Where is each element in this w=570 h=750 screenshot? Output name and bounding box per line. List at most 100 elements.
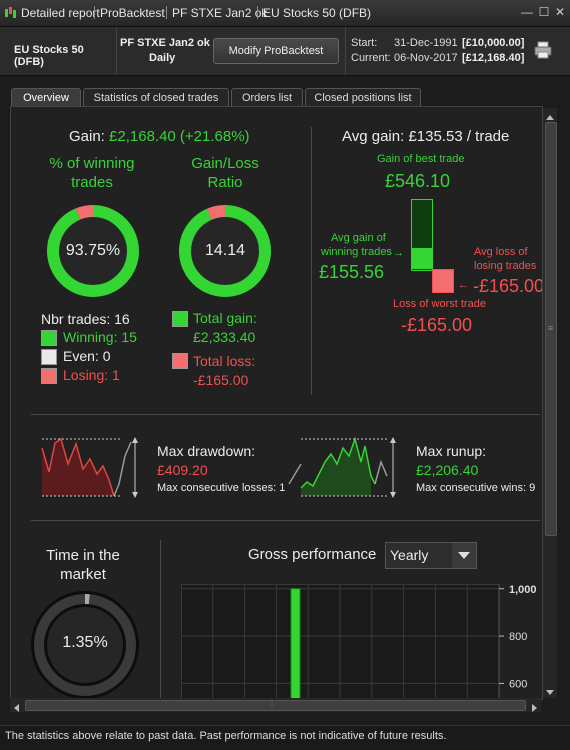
even-count: Even: 0 <box>63 348 111 364</box>
runup-line <box>300 436 376 489</box>
tab-closed-positions-list[interactable]: Closed positions list <box>305 88 421 107</box>
avg-gain-bar <box>411 248 432 269</box>
y-tick-label: 1,000 <box>509 584 537 596</box>
winning-trades-title: % of winning trades <box>37 154 147 192</box>
y-tick-label: 800 <box>509 631 527 643</box>
winning-trades-donut <box>47 205 139 297</box>
max-consecutive-wins: Max consecutive wins: 9 <box>416 482 536 494</box>
avg-gain-title: Avg gain: £135.53 / trade <box>342 128 509 145</box>
total-gain-label: Total gain: <box>193 310 257 326</box>
time-in-market-title: Time in the market <box>33 546 133 584</box>
chart-y-ticks: 1,000 800 600 <box>499 584 537 690</box>
current-date: 06-Nov-2017 <box>394 52 458 64</box>
ratio-title-line1: Gain/Loss <box>191 155 259 172</box>
time-market-line1: Time in the <box>46 547 120 564</box>
total-loss-value: -£165.00 <box>193 372 249 388</box>
winning-title-line1: % of winning <box>49 155 135 172</box>
system-timeframe: Daily <box>149 52 176 64</box>
maximize-icon[interactable]: ☐ <box>538 5 550 19</box>
system-cell: PF STXE Jan2 ok Daily <box>117 27 210 75</box>
max-runup-label: Max runup: <box>416 443 487 459</box>
vertical-scroll-thumb[interactable]: ≡ <box>545 122 557 536</box>
y-tick-label: 600 <box>509 678 527 690</box>
overview-panel: Gain: £2,168.40 (+21.68%) % of winning t… <box>10 106 543 700</box>
total-loss-swatch <box>172 353 188 369</box>
system-name: PF STXE Jan2 ok <box>120 37 210 49</box>
time-in-market-gauge <box>31 591 139 699</box>
time-in-market-value: 1.35% <box>62 634 108 651</box>
winning-pct-value: 93.75% <box>65 242 121 259</box>
arrow-right-icon: → <box>393 247 404 259</box>
donut-losing-arc <box>47 205 139 297</box>
tab-orders-list[interactable]: Orders list <box>231 88 303 107</box>
max-consecutive-losses: Max consecutive losses: 1 <box>157 482 286 494</box>
chevron-down-icon[interactable] <box>452 543 476 568</box>
drawdown-line <box>41 437 115 497</box>
vertical-scrollbar[interactable]: ≡ <box>543 108 557 698</box>
print-icon[interactable] <box>533 41 553 59</box>
gain-label: Gain: <box>69 128 105 145</box>
current-label: Current: <box>351 52 391 64</box>
losing-swatch <box>41 368 57 384</box>
time-market-line2: market <box>60 566 106 583</box>
gain-loss-ratio-donut <box>179 205 271 297</box>
gross-performance-chart: 1,000 800 600 <box>181 584 537 699</box>
drawdown-area <box>42 439 114 496</box>
modify-probacktest-button[interactable]: Modify ProBacktest <box>213 38 339 64</box>
best-trade-value: £546.10 <box>385 171 451 191</box>
title-separator <box>166 6 167 19</box>
drawdown-sparkline <box>41 437 138 498</box>
instrument-name: EU Stocks 50 (DFB) <box>14 44 84 68</box>
avg-loss-label-2: losing trades <box>474 260 537 272</box>
max-drawdown-value: £409.20 <box>157 462 208 478</box>
losing-count: Losing: 1 <box>63 367 120 383</box>
app-chart-icon <box>4 6 18 19</box>
worst-trade-bar <box>432 269 454 293</box>
title-separator <box>94 6 95 19</box>
avg-gain-winning-value: £155.56 <box>319 262 385 282</box>
scroll-up-icon[interactable] <box>545 110 555 120</box>
scroll-right-icon[interactable] <box>529 700 539 712</box>
worst-trade-value: -£165.00 <box>401 315 473 335</box>
even-swatch <box>41 349 57 365</box>
avg-loss-bar <box>432 269 454 293</box>
gauge-fill-arc <box>34 594 136 696</box>
worst-trade-label: Loss of worst trade <box>393 298 486 310</box>
runup-sparkline <box>288 436 396 498</box>
nbr-trades: Nbr trades: 16 <box>41 311 130 327</box>
period-select[interactable]: Yearly <box>385 542 477 569</box>
section-divider <box>160 540 161 699</box>
grip-icon: ≡ <box>548 323 554 333</box>
tab-statistics-closed-trades[interactable]: Statistics of closed trades <box>83 88 229 107</box>
max-drawdown-label: Max drawdown: <box>157 443 256 459</box>
max-runup-value: £2,206.40 <box>416 462 479 478</box>
title-detailed-report: Detailed report <box>21 6 100 20</box>
gross-performance-title: Gross performance <box>248 546 377 563</box>
drawdown-recovery-line <box>113 441 132 497</box>
scroll-left-icon[interactable] <box>12 700 22 712</box>
avg-gain-winning-label-1: Avg gain of <box>331 232 386 244</box>
runup-area <box>301 439 371 496</box>
best-trade-label: Gain of best trade <box>377 153 465 165</box>
scroll-down-icon[interactable] <box>545 684 555 695</box>
avg-gain-text: Avg gain: £135.53 / trade <box>342 128 510 145</box>
total-loss-label: Total loss: <box>193 353 256 369</box>
winning-title-line2: trades <box>71 174 113 191</box>
horizontal-scrollbar[interactable]: ⦙ <box>10 698 541 712</box>
ratio-value: 14.14 <box>204 242 246 259</box>
period-select-value: Yearly <box>390 547 429 563</box>
gain-loss-ratio-title: Gain/Loss Ratio <box>170 154 280 192</box>
instrument-cell: EU Stocks 50 (DFB) <box>0 27 117 75</box>
gain-summary: Gain: £2,168.40 (+21.68%) <box>69 128 250 145</box>
tab-overview[interactable]: Overview <box>11 88 81 107</box>
minimize-icon[interactable]: — <box>521 5 533 19</box>
current-capital: [£12,168.40] <box>462 52 525 64</box>
arrow-left-icon: ← <box>458 279 469 291</box>
total-gain-value: £2,333.40 <box>193 329 256 345</box>
close-icon[interactable]: ✕ <box>554 5 566 19</box>
disclaimer-footer: The statistics above relate to past data… <box>0 725 570 750</box>
title-instrument: EU Stocks 50 (DFB) <box>263 6 372 20</box>
avg-gain-winning-label-2: winning trades <box>321 246 392 258</box>
horizontal-scroll-thumb[interactable]: ⦙ <box>25 698 526 711</box>
ratio-title-line2: Ratio <box>207 174 243 191</box>
